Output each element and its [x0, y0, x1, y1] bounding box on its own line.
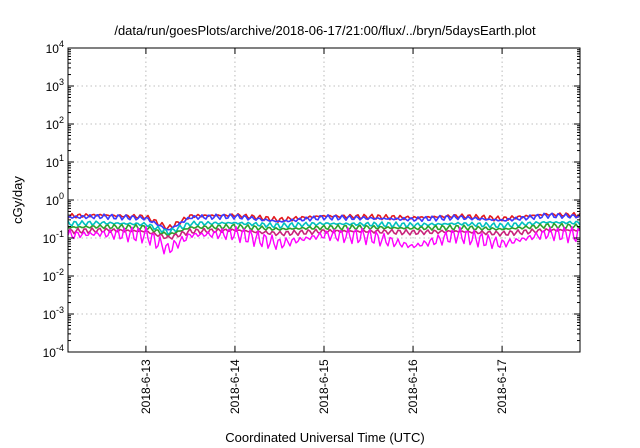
chart-title: /data/run/goesPlots/archive/2018-06-17/2…: [114, 23, 536, 38]
series-line-6: [67, 226, 581, 255]
series-line-4: [67, 222, 581, 237]
y-tick-label: 102: [46, 115, 64, 132]
y-axis-label: cGy/day: [10, 176, 25, 224]
x-tick-label: 2018-6-14: [228, 359, 242, 414]
x-axis-ticks: 2018-6-13 2018-6-14 2018-6-15 2018-6-16 2018…: [139, 48, 509, 414]
x-tick-label: 2018-6-17: [495, 359, 509, 414]
y-tick-label: 104: [46, 39, 64, 56]
grid-lines: [68, 48, 580, 352]
y-tick-label: 10-4: [43, 343, 64, 360]
y-tick-label: 101: [46, 153, 64, 170]
y-tick-label: 103: [46, 77, 64, 94]
x-axis-label: Coordinated Universal Time (UTC): [225, 430, 424, 445]
x-tick-label: 2018-6-13: [139, 359, 153, 414]
series-layer: [67, 211, 581, 255]
y-tick-label: 10-2: [43, 267, 64, 284]
y-tick-label: 100: [46, 191, 64, 208]
y-tick-label: 10-3: [43, 305, 64, 322]
y-axis-ticks: 10-4 10-3 10-2 10-1 100 101 102 103 104: [43, 39, 580, 360]
y-tick-label: 10-1: [43, 229, 64, 246]
x-tick-label: 2018-6-16: [406, 359, 420, 414]
x-tick-label: 2018-6-15: [317, 359, 331, 414]
series-line-2: [67, 212, 581, 231]
series-line-5: [67, 227, 581, 240]
